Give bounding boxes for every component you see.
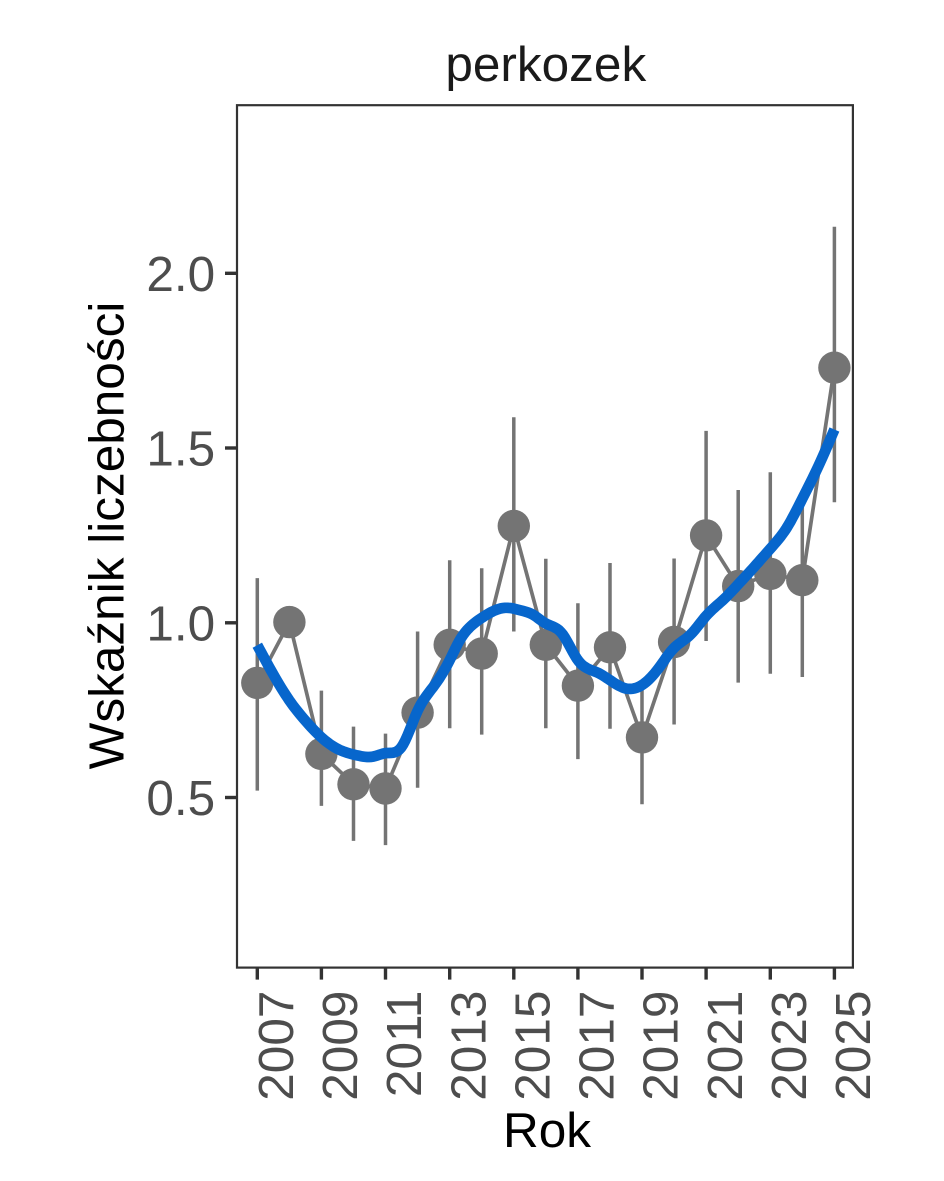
svg-text:perkozek: perkozek — [445, 37, 646, 92]
svg-text:Wskaźnik liczebności: Wskaźnik liczebności — [80, 302, 135, 770]
svg-text:2015: 2015 — [506, 991, 561, 1101]
svg-text:Rok: Rok — [503, 1103, 591, 1158]
svg-text:2011: 2011 — [377, 991, 432, 1097]
svg-text:2.0: 2.0 — [146, 247, 215, 302]
svg-text:2019: 2019 — [634, 991, 689, 1101]
svg-text:2025: 2025 — [826, 991, 881, 1101]
svg-text:1.0: 1.0 — [146, 597, 215, 652]
svg-text:2021: 2021 — [698, 991, 753, 1101]
svg-text:2013: 2013 — [441, 991, 496, 1101]
svg-text:2023: 2023 — [762, 991, 817, 1101]
svg-text:2009: 2009 — [313, 991, 368, 1101]
svg-text:2017: 2017 — [570, 991, 625, 1101]
svg-text:0.5: 0.5 — [146, 771, 215, 826]
svg-text:1.5: 1.5 — [146, 422, 215, 477]
svg-text:2007: 2007 — [249, 991, 304, 1101]
